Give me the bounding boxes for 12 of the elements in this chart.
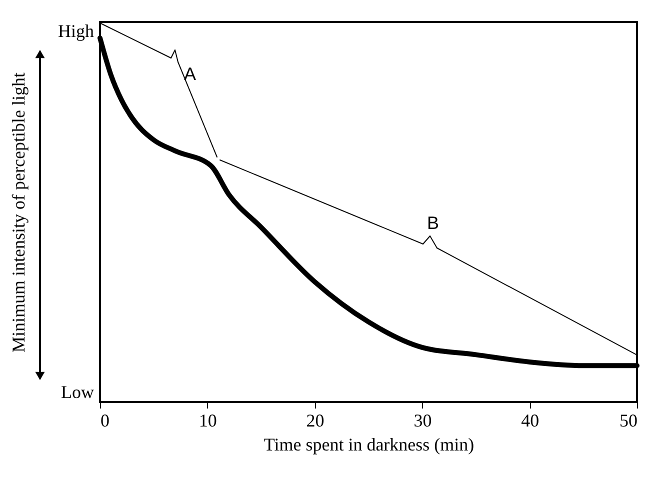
y-axis-title: Minimum intensity of perceptible light	[8, 72, 28, 352]
text: Low	[61, 382, 94, 402]
x-axis-title: Time spent in darkness (min)	[264, 434, 474, 454]
annotation: B	[426, 213, 440, 233]
x-tick-label: 20	[306, 410, 324, 430]
annotation: A	[184, 64, 196, 84]
x-tick-label: 50	[620, 410, 638, 430]
x-tick-label: 0	[100, 410, 110, 430]
x-tick-label: 40	[521, 410, 540, 430]
text: High	[58, 21, 94, 41]
x-tick-label: 30	[414, 410, 432, 430]
x-tick-label: 10	[198, 410, 217, 430]
